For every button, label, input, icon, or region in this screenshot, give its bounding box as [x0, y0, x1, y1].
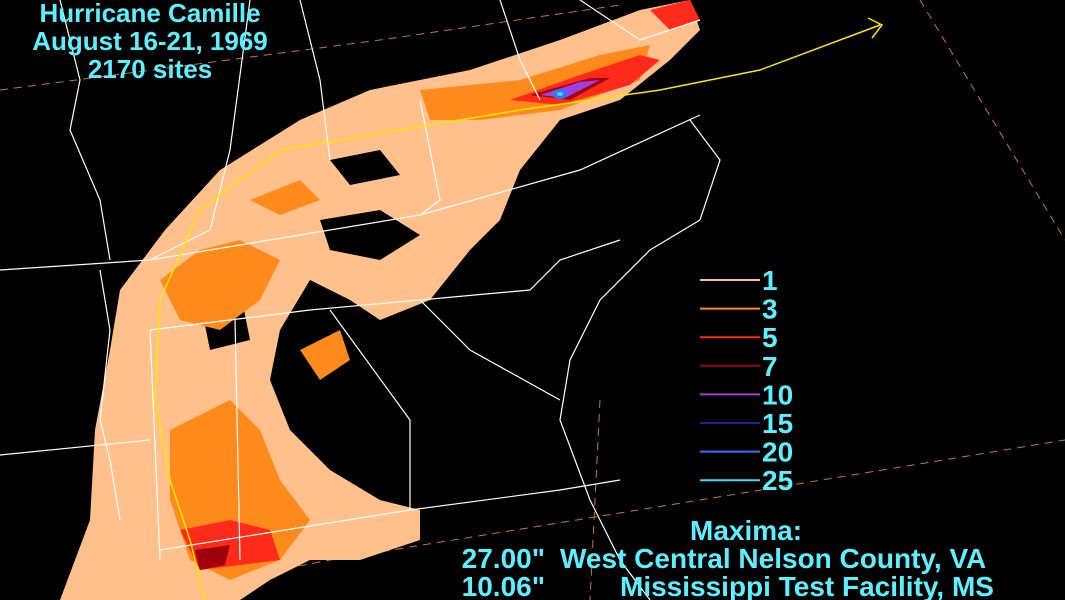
title-line: Hurricane Camille: [39, 0, 260, 28]
track-arrow: [867, 17, 884, 39]
maxima-location: Mississippi Test Facility, MS: [620, 571, 994, 600]
title: Hurricane Camille August 16-21, 1969 217…: [32, 0, 268, 84]
maxima: Maxima: 27.00" West Central Nelson Count…: [462, 515, 994, 600]
maxima-amount: 10.06": [462, 571, 545, 600]
rain-5in: [650, 0, 700, 30]
storm-track: [154, 24, 881, 600]
maxima-heading: Maxima:: [690, 515, 802, 546]
title-line: 2170 sites: [88, 54, 212, 84]
maxima-location: West Central Nelson County, VA: [560, 543, 986, 574]
legend-label: 15: [762, 408, 793, 439]
maxima-amount: 27.00": [462, 543, 545, 574]
legend-label: 7: [762, 351, 778, 382]
rain-7in: [195, 545, 230, 570]
title-line: August 16-21, 1969: [32, 26, 268, 56]
rain-3in: [160, 45, 650, 580]
legend-label: 25: [762, 465, 793, 496]
legend-label: 3: [762, 294, 778, 325]
legend-label: 20: [762, 437, 793, 468]
state-boundaries: [0, 0, 721, 600]
legend-label: 10: [762, 379, 793, 410]
legend-label: 1: [762, 265, 778, 296]
rain-25in: [557, 92, 563, 96]
legend-label: 5: [762, 322, 778, 353]
